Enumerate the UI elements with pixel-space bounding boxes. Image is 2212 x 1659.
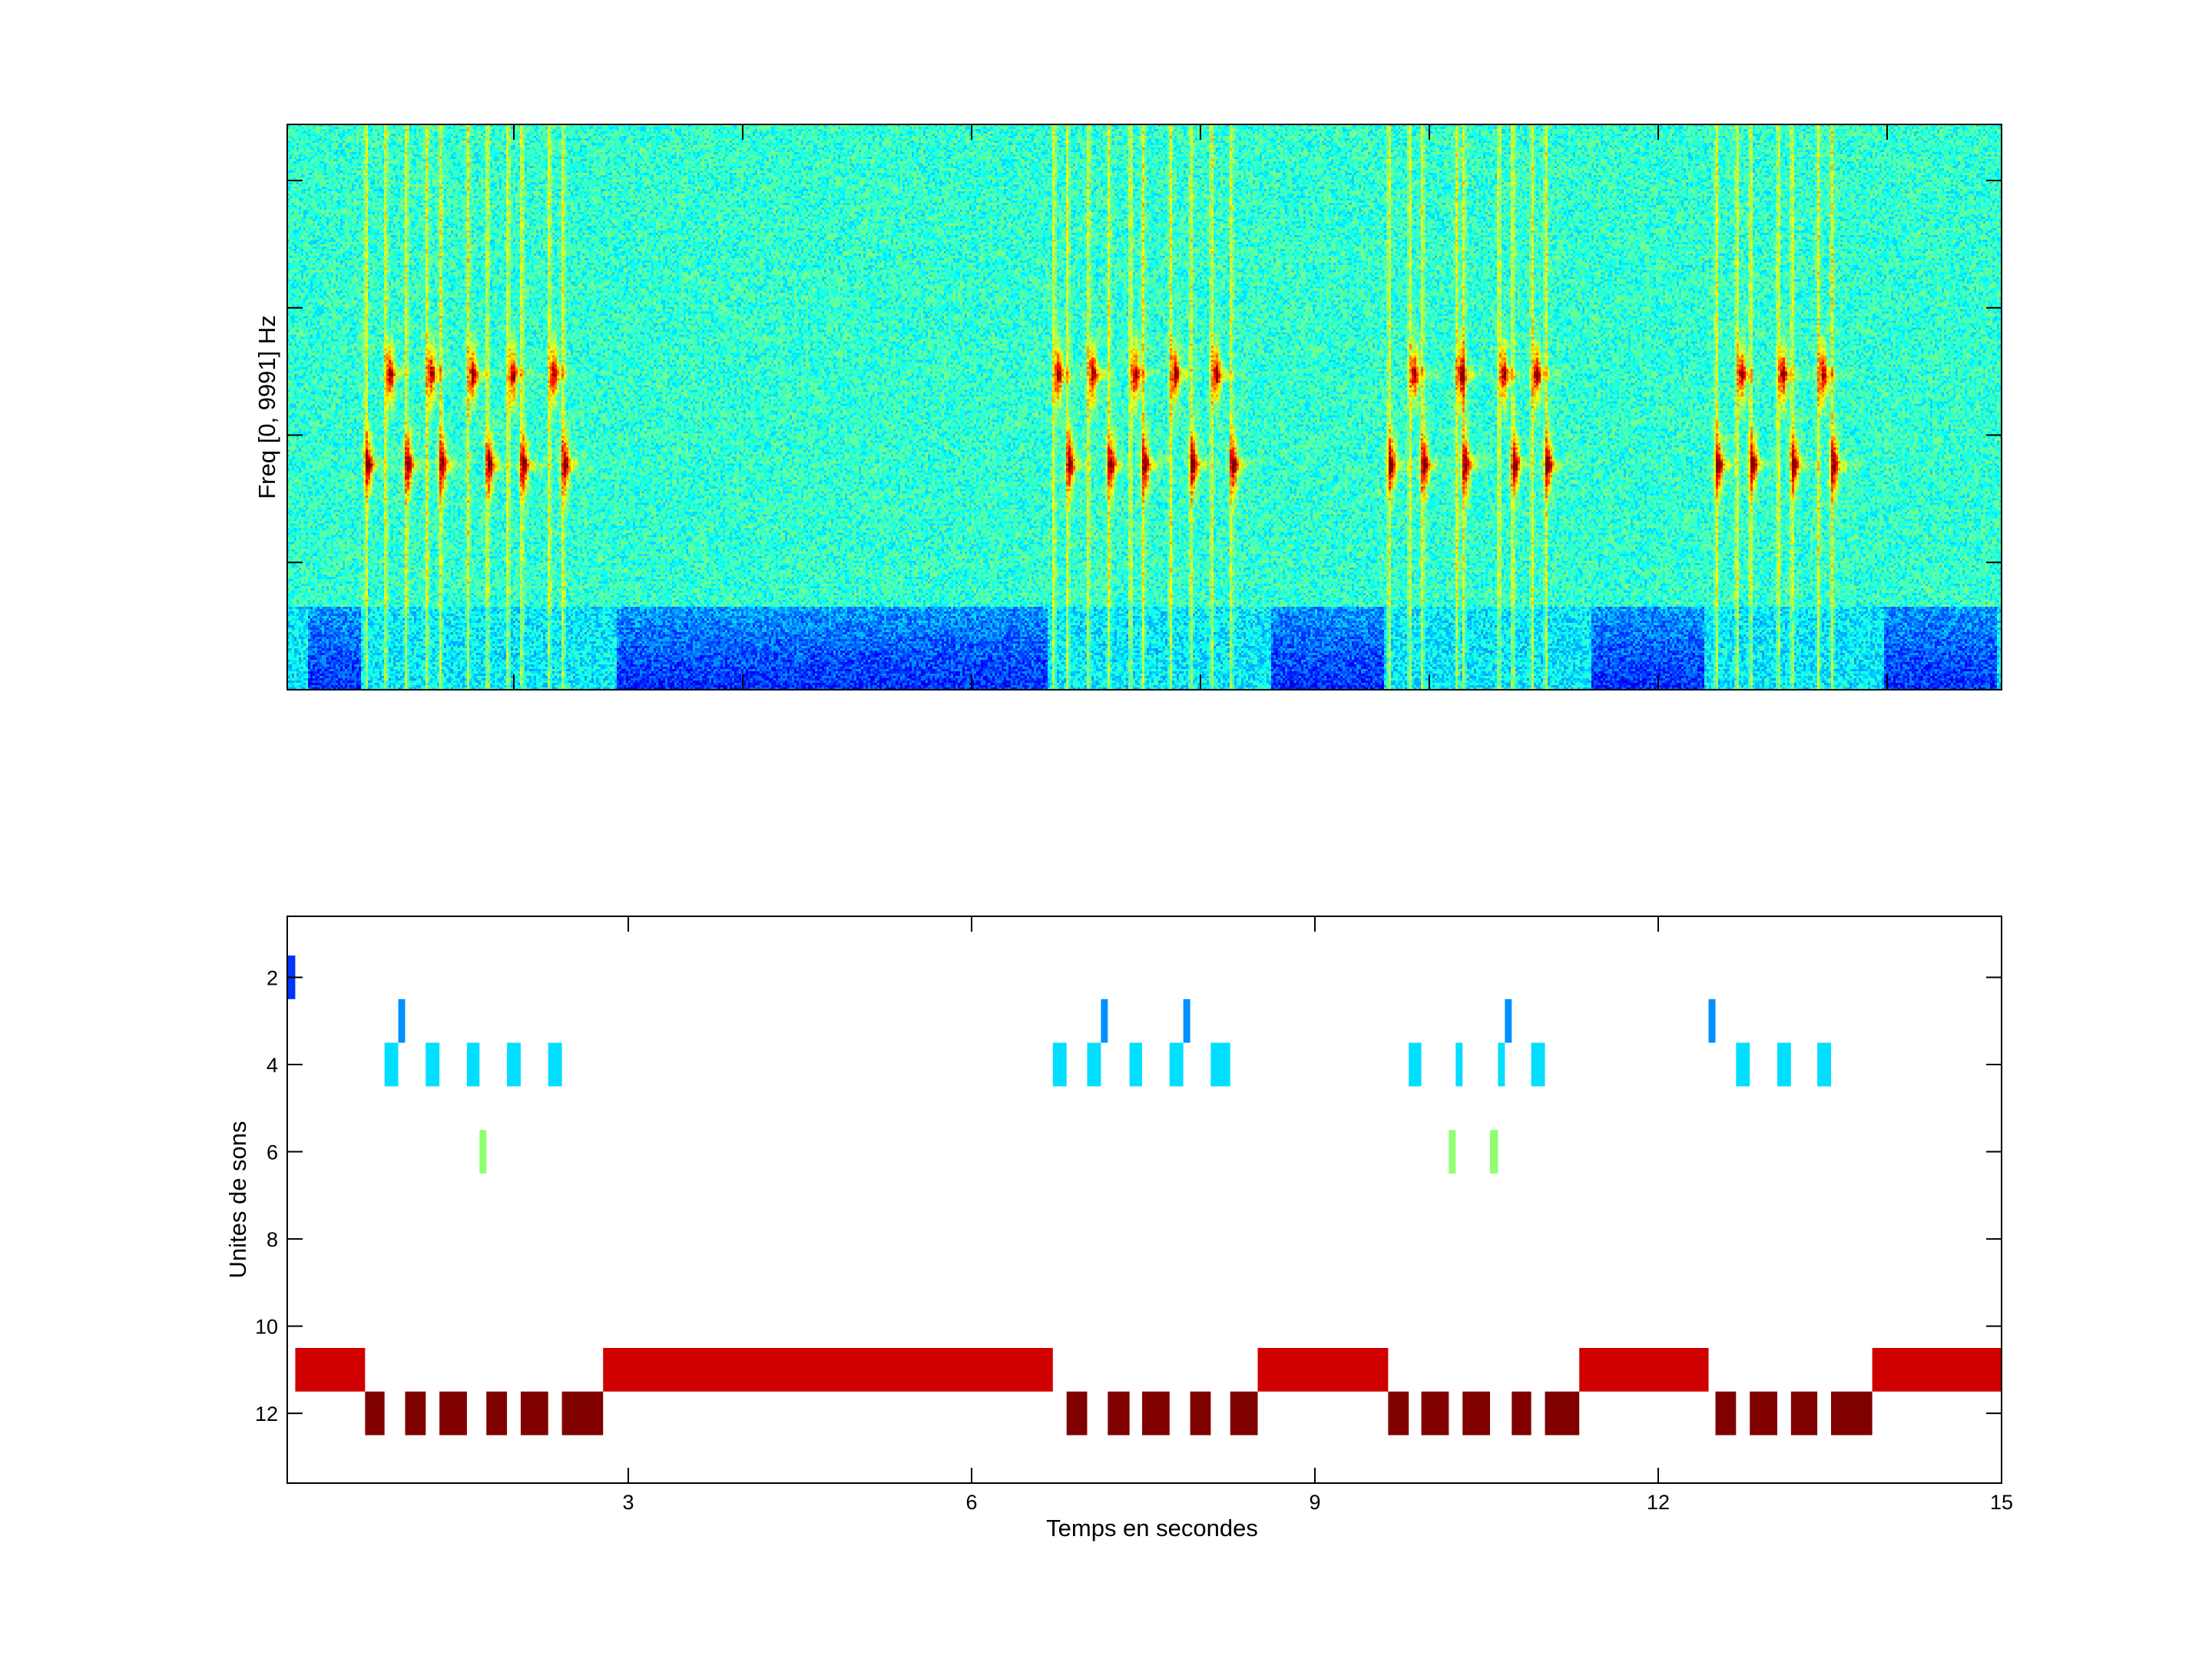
unit-11-segment xyxy=(1872,1348,2002,1392)
units-ylabel: Unites de sons xyxy=(224,1121,251,1278)
unit-12-segment xyxy=(405,1391,426,1435)
unit-4-segment xyxy=(548,1042,562,1087)
unit-4-segment xyxy=(1210,1042,1230,1087)
unit-12-segment xyxy=(1190,1391,1211,1435)
unit-4-segment xyxy=(384,1042,399,1087)
unit-11-segment xyxy=(603,1348,1053,1392)
y-tick-label: 12 xyxy=(255,1402,278,1426)
unit-6-segment xyxy=(479,1130,487,1174)
unit-12-segment xyxy=(439,1391,467,1435)
unit-12-segment xyxy=(1066,1391,1088,1435)
unit-4-segment xyxy=(1498,1042,1505,1087)
unit-6-segment xyxy=(1489,1130,1498,1174)
units-axes-box xyxy=(286,916,2002,1484)
unit-12-segment xyxy=(1790,1391,1818,1435)
unit-4-segment xyxy=(1129,1042,1143,1087)
unit-11-segment xyxy=(1257,1348,1389,1392)
unit-4-segment xyxy=(1087,1042,1101,1087)
unit-4-segment xyxy=(1736,1042,1750,1087)
x-tick-label: 3 xyxy=(623,1491,634,1514)
spectrogram-axes-box xyxy=(286,124,2002,690)
units-axes: 3 6 9 12 15 2 4 6 8 10 12 Unites de sons Temps en … xyxy=(224,916,2013,1541)
unit-4-segment xyxy=(1531,1042,1545,1087)
unit-12-segment xyxy=(520,1391,548,1435)
unit-12-segment xyxy=(365,1391,385,1435)
unit-6-segment xyxy=(1449,1130,1456,1174)
unit-12-segment xyxy=(1108,1391,1130,1435)
unit-12-segment xyxy=(1512,1391,1532,1435)
unit-12-segment xyxy=(1462,1391,1490,1435)
unit-3-segment xyxy=(1101,998,1108,1043)
unit-12-segment xyxy=(1142,1391,1170,1435)
units-ticks: 3 6 9 12 15 2 4 6 8 10 12 xyxy=(255,916,2013,1514)
unit-12-segment xyxy=(1545,1391,1580,1435)
spectrogram-ylabel: Freq [0, 9991] Hz xyxy=(253,315,280,499)
unit-12-segment xyxy=(1750,1391,1777,1435)
y-tick-label: 8 xyxy=(267,1228,278,1251)
unit-4-segment xyxy=(1777,1042,1791,1087)
unit-4-segment xyxy=(1817,1042,1831,1087)
units-xlabel: Temps en secondes xyxy=(1046,1515,1258,1541)
y-tick-label: 4 xyxy=(267,1054,278,1077)
x-tick-label: 15 xyxy=(1990,1491,2013,1514)
unit-4-segment xyxy=(426,1042,440,1087)
unit-3-segment xyxy=(1505,998,1512,1043)
unit-12-segment xyxy=(486,1391,508,1435)
unit-3-segment xyxy=(1708,998,1716,1043)
unit-4-segment xyxy=(1169,1042,1184,1087)
spectrogram-ticks xyxy=(287,124,2002,690)
x-tick-label: 9 xyxy=(1309,1491,1320,1514)
unit-11-segment xyxy=(295,1348,366,1392)
unit-12-segment xyxy=(1421,1391,1449,1435)
y-tick-label: 10 xyxy=(255,1316,278,1339)
unit-4-segment xyxy=(466,1042,480,1087)
unit-12-segment xyxy=(1230,1391,1258,1435)
unit-12-segment xyxy=(561,1391,604,1435)
y-tick-label: 6 xyxy=(267,1141,278,1164)
units-bars xyxy=(287,955,2002,1435)
unit-4-segment xyxy=(507,1042,521,1087)
spectrogram-image xyxy=(287,124,2002,690)
unit-12-segment xyxy=(1830,1391,1873,1435)
unit-3-segment xyxy=(398,998,406,1043)
unit-4-segment xyxy=(1409,1042,1422,1087)
y-tick-label: 2 xyxy=(267,966,278,989)
x-tick-label: 12 xyxy=(1647,1491,1670,1514)
unit-4-segment xyxy=(1052,1042,1067,1087)
unit-11-segment xyxy=(1579,1348,1709,1392)
unit-3-segment xyxy=(1183,998,1190,1043)
unit-12-segment xyxy=(1715,1391,1737,1435)
x-tick-label: 6 xyxy=(965,1491,977,1514)
unit-4-segment xyxy=(1455,1042,1463,1087)
spectrogram-axes: Freq [0, 9991] Hz xyxy=(253,124,2002,690)
unit-12-segment xyxy=(1388,1391,1409,1435)
